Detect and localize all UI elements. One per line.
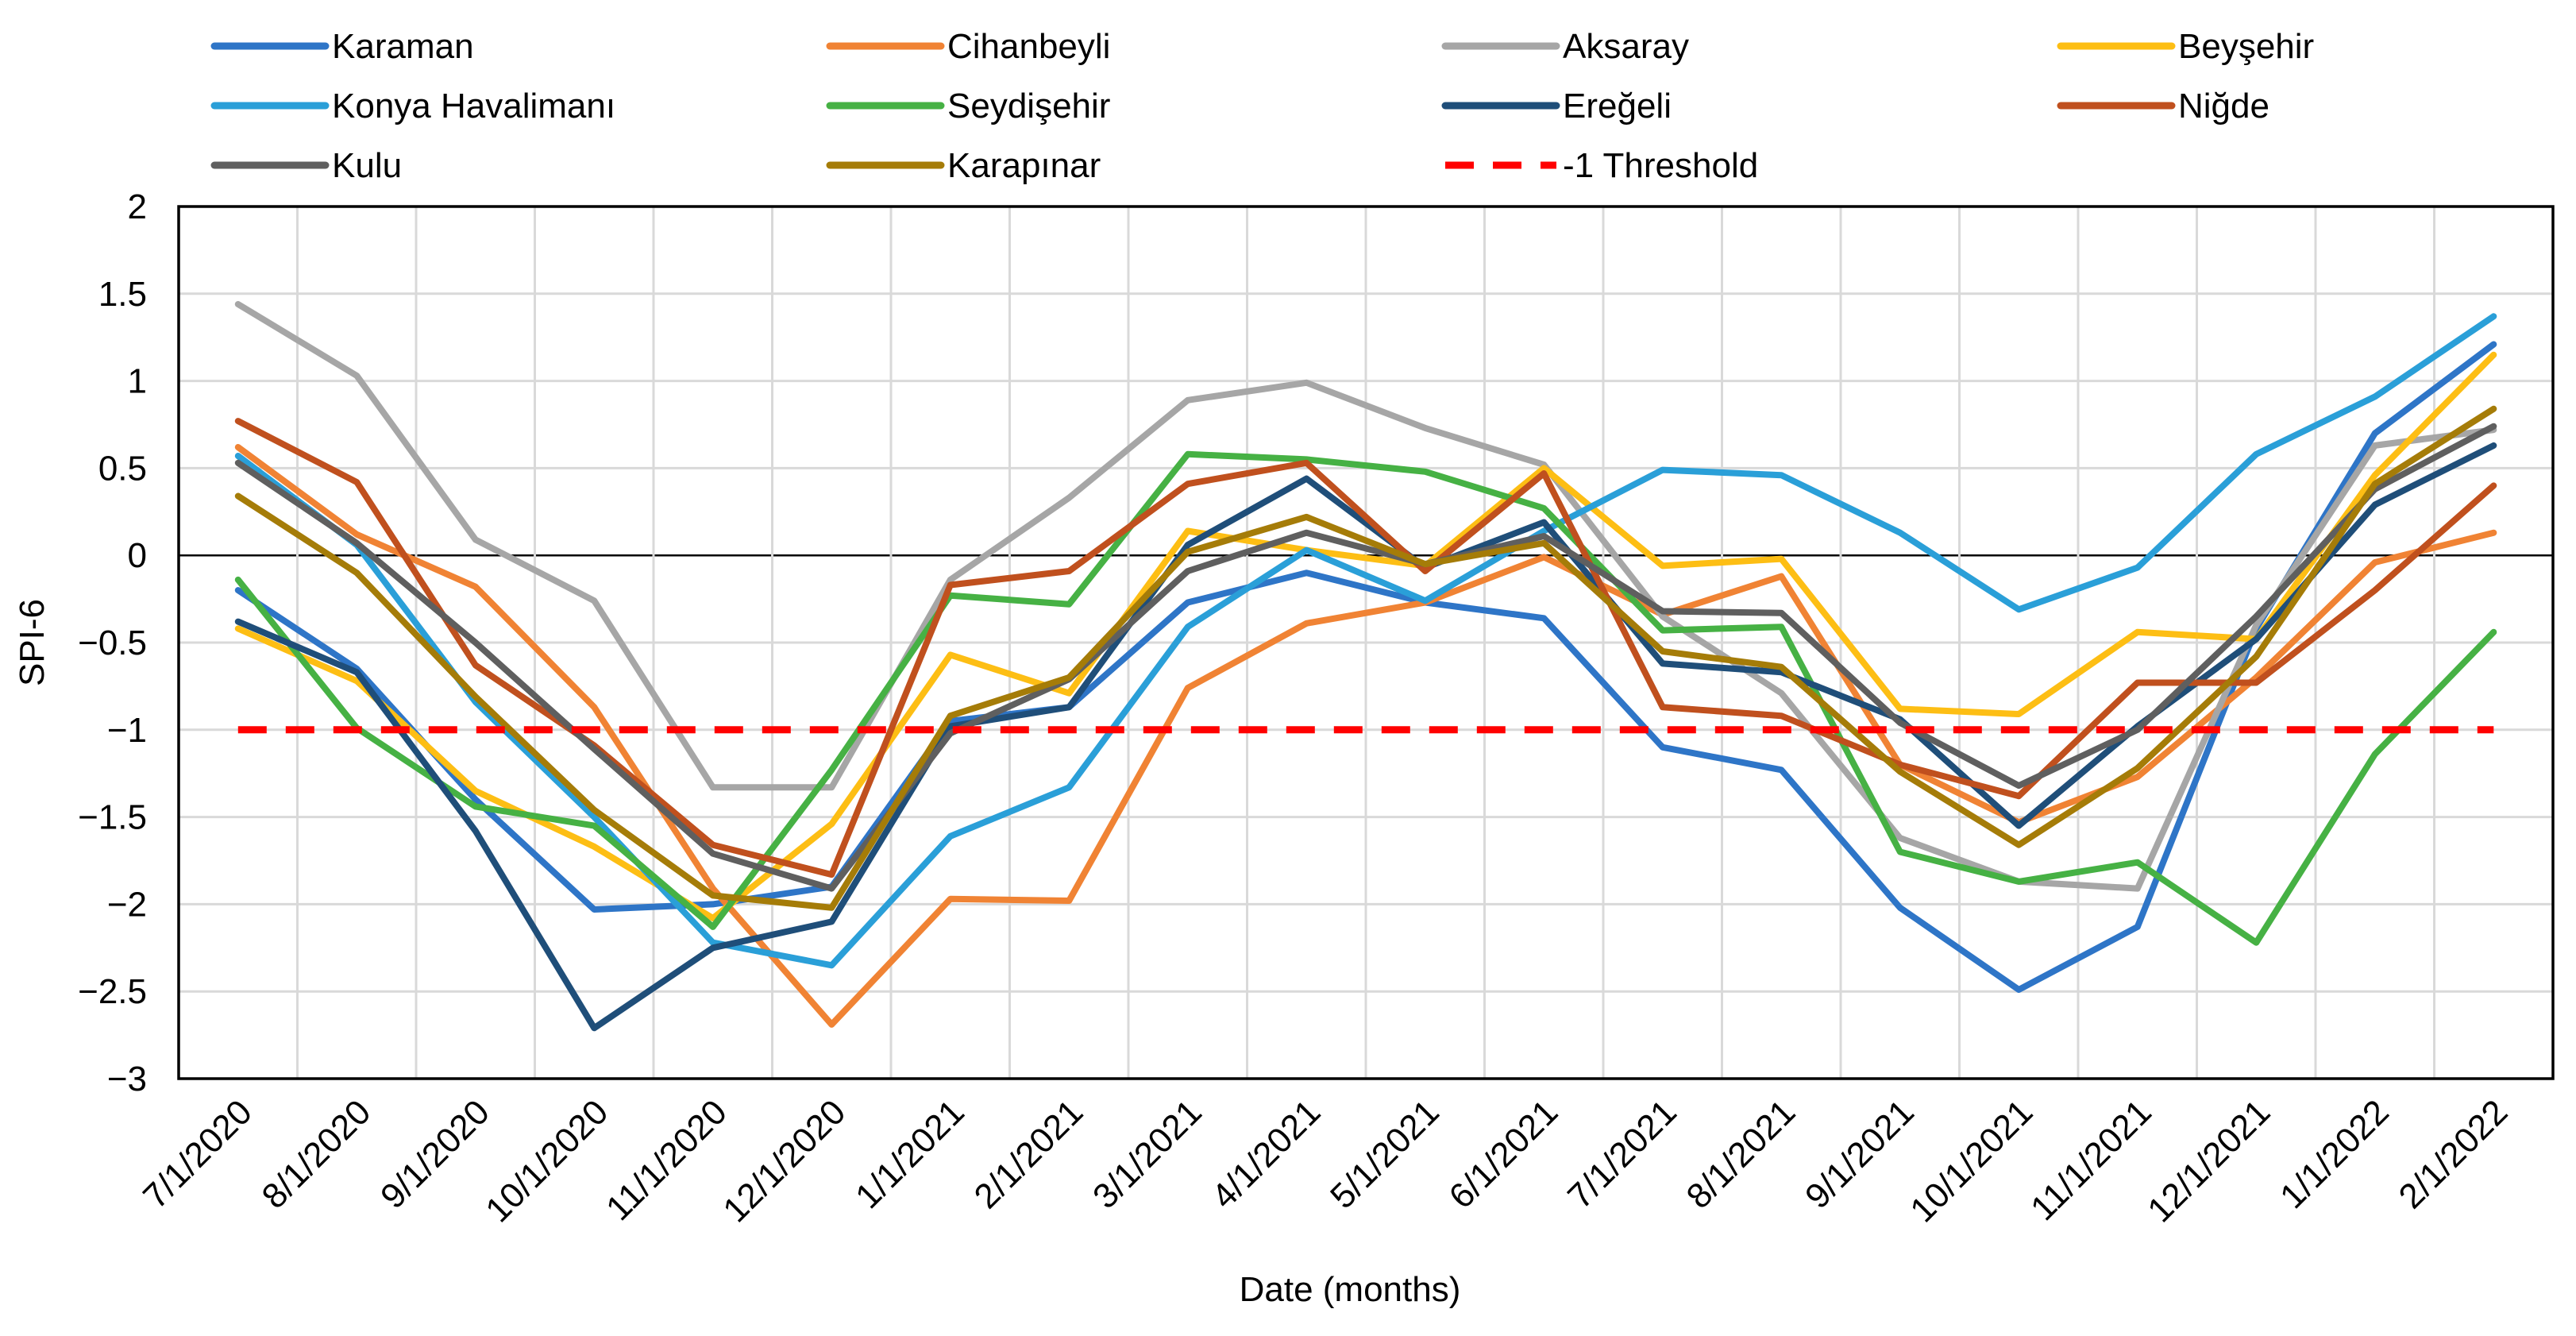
legend-item: Niğde — [2057, 87, 2269, 125]
series-line-konya-havaliman- — [234, 313, 2497, 969]
y-axis-title: SPI-6 — [13, 599, 52, 686]
x-tick-label: 6/1/2021 — [1442, 1092, 1566, 1216]
plot-area-border — [177, 205, 2555, 1080]
legend-item: -1 Threshold — [1445, 146, 1758, 185]
y-tick-label: 0.5 — [98, 449, 147, 488]
legend-label: Niğde — [2178, 87, 2269, 125]
y-tick-label: −3 — [107, 1060, 147, 1099]
series-line-aksaray — [234, 301, 2497, 892]
series-lines — [234, 301, 2497, 1032]
x-tick-label: 10/1/2020 — [478, 1092, 615, 1230]
x-tick-label: 5/1/2021 — [1323, 1092, 1447, 1216]
series-line-karaman — [234, 341, 2497, 993]
series-line-bey-ehir — [234, 351, 2497, 921]
x-tick-label: 11/1/2021 — [2023, 1092, 2159, 1228]
legend-label: Karaman — [332, 27, 474, 66]
x-tick-label: 7/1/2021 — [1560, 1092, 1684, 1216]
y-tick-label: −1 — [107, 711, 147, 750]
y-tick-label: 1 — [128, 362, 147, 401]
y-axis-ticks: 2 1.5 1 0.5 0 −0.5 −1 −1.5 −2 −2.5 −3 — [78, 187, 147, 1099]
x-tick-label: 9/1/2020 — [373, 1092, 497, 1216]
x-tick-label: 3/1/2021 — [1086, 1092, 1209, 1216]
x-tick-label: 12/1/2020 — [715, 1092, 853, 1230]
y-tick-label: −0.5 — [78, 624, 147, 662]
x-tick-label: 8/1/2020 — [255, 1092, 379, 1216]
x-axis-ticks: 7/1/20208/1/20209/1/202010/1/202011/1/20… — [136, 1092, 2515, 1230]
legend: Karaman Cihanbeyli Aksaray Beyşehir Konya Ha… — [210, 27, 2314, 185]
series-line-karap-nar — [234, 405, 2497, 911]
legend-label: Konya Havalimanı — [332, 87, 615, 125]
legend-item: Beyşehir — [2057, 27, 2314, 66]
legend-label: Karapınar — [947, 146, 1101, 185]
plot-frame — [177, 205, 2555, 1080]
legend-item: Aksaray — [1441, 27, 1689, 66]
legend-label: Seydişehir — [947, 87, 1110, 125]
x-tick-label: 10/1/2021 — [1903, 1092, 2040, 1230]
x-tick-label: 2/1/2022 — [2392, 1092, 2516, 1216]
series-line-ni-de — [234, 418, 2497, 878]
x-axis-title: Date (months) — [1240, 1270, 1461, 1309]
legend-label: -1 Threshold — [1563, 146, 1758, 185]
series-line-seydi-ehir — [234, 450, 2497, 946]
x-tick-label: 8/1/2021 — [1679, 1092, 1803, 1216]
series-line-kulu — [234, 423, 2497, 892]
legend-item: Seydişehir — [826, 87, 1110, 125]
legend-item: Kulu — [210, 146, 402, 185]
x-tick-label: 7/1/2020 — [136, 1092, 260, 1216]
y-tick-label: 0 — [128, 536, 147, 575]
x-tick-label: 1/1/2021 — [848, 1092, 972, 1216]
y-tick-label: −2 — [107, 885, 147, 924]
legend-label: Aksaray — [1563, 27, 1689, 66]
series-line-ere-eli — [234, 442, 2497, 1032]
x-tick-label: 9/1/2021 — [1798, 1092, 1922, 1216]
x-tick-label: 2/1/2021 — [967, 1092, 1091, 1216]
x-tick-label: 11/1/2020 — [599, 1092, 735, 1228]
x-tick-label: 1/1/2022 — [2273, 1092, 2397, 1216]
x-tick-label: 12/1/2021 — [2140, 1092, 2277, 1230]
x-tick-label: 4/1/2021 — [1205, 1092, 1328, 1216]
legend-item: Karapınar — [826, 146, 1101, 185]
y-tick-label: −1.5 — [78, 798, 147, 837]
legend-label: Beyşehir — [2178, 27, 2314, 66]
legend-label: Kulu — [332, 146, 402, 185]
y-tick-label: 2 — [128, 187, 147, 226]
legend-item: Cihanbeyli — [826, 27, 1110, 66]
y-tick-label: 1.5 — [98, 275, 147, 314]
legend-item: Ereğeli — [1441, 87, 1672, 125]
legend-label: Ereğeli — [1563, 87, 1672, 125]
legend-label: Cihanbeyli — [947, 27, 1110, 66]
y-tick-label: −2.5 — [78, 972, 147, 1011]
legend-item: Konya Havalimanı — [210, 87, 615, 125]
legend-item: Karaman — [210, 27, 474, 66]
